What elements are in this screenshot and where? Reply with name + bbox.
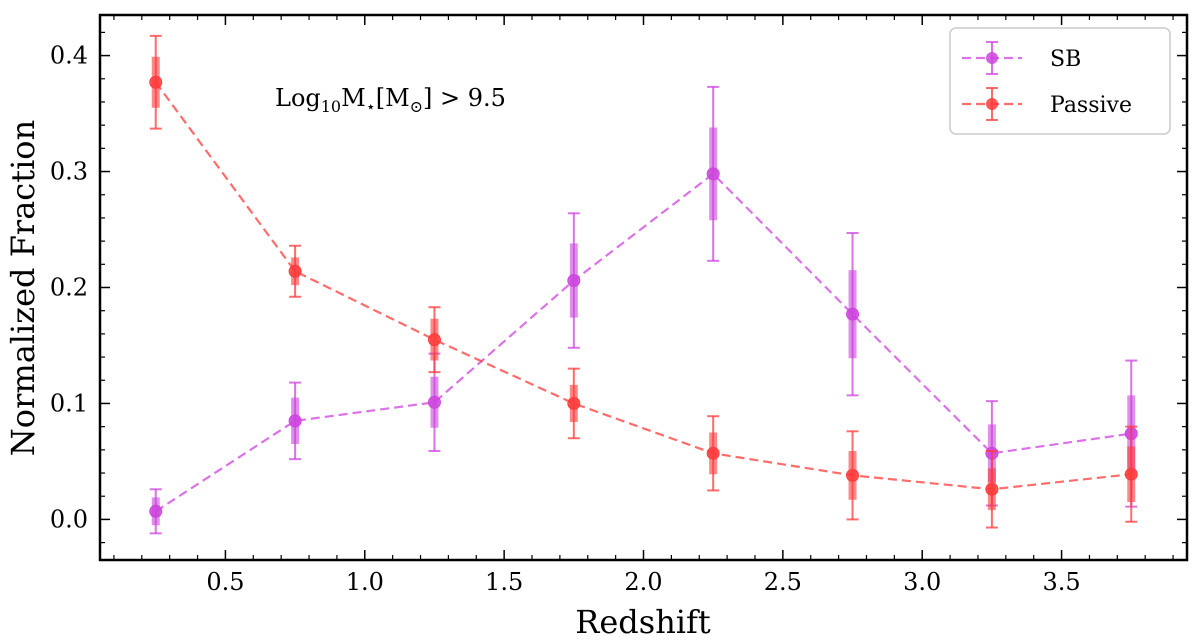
annotation-part: [M bbox=[376, 84, 410, 112]
annotation-part: 10 bbox=[321, 97, 341, 116]
y-tick-label: 0.2 bbox=[50, 274, 88, 302]
x-tick-label: 1.5 bbox=[485, 568, 523, 596]
annotation-part: M bbox=[341, 84, 366, 112]
annotation-part: ⊙ bbox=[410, 97, 423, 116]
x-tick-label: 3.5 bbox=[1042, 568, 1080, 596]
x-tick-label: 1.0 bbox=[346, 568, 384, 596]
y-tick-label: 0.0 bbox=[50, 505, 88, 533]
legend-label-passive: Passive bbox=[1050, 93, 1132, 118]
y-tick-label: 0.3 bbox=[50, 158, 88, 186]
plot-marks bbox=[149, 34, 1138, 535]
legend-item-passive: Passive bbox=[962, 87, 1132, 121]
series-passive bbox=[149, 34, 1138, 529]
data-point-sb bbox=[288, 414, 302, 428]
legend-marker-passive bbox=[986, 98, 998, 110]
y-tick-label: 0.1 bbox=[50, 389, 88, 417]
data-point-passive bbox=[427, 333, 441, 347]
data-point-passive bbox=[985, 482, 999, 496]
x-tick-label: 2.5 bbox=[764, 568, 802, 596]
x-tick-label: 2.0 bbox=[624, 568, 662, 596]
legend-items: SB Passive bbox=[962, 41, 1132, 121]
y-axis-title: Normalized Fraction bbox=[4, 120, 42, 456]
legend-marker-sb bbox=[986, 52, 998, 64]
data-point-passive bbox=[706, 446, 720, 460]
annotation-part: Log bbox=[275, 84, 321, 112]
data-point-passive bbox=[846, 468, 860, 482]
legend-box bbox=[949, 27, 1171, 135]
mass-cut-annotation: Log10M⋆[M⊙] > 9.5 bbox=[275, 84, 506, 116]
legend-label-sb: SB bbox=[1050, 47, 1081, 72]
plot-frame bbox=[98, 13, 1189, 562]
data-point-passive bbox=[1124, 467, 1138, 481]
y-tick-label: 0.4 bbox=[50, 42, 88, 70]
legend: SB Passive bbox=[949, 27, 1171, 135]
annotation-part: ] > 9.5 bbox=[423, 84, 506, 112]
data-point-sb bbox=[706, 167, 720, 181]
legend-item-sb: SB bbox=[962, 41, 1081, 75]
data-point-sb bbox=[149, 504, 163, 518]
data-point-passive bbox=[567, 396, 581, 410]
data-point-passive bbox=[288, 264, 302, 278]
series-line-sb bbox=[155, 172, 1132, 513]
data-point-sb bbox=[567, 274, 581, 288]
data-point-sb bbox=[846, 307, 860, 321]
annotation-part: ⋆ bbox=[366, 97, 376, 116]
data-point-sb bbox=[427, 395, 441, 409]
tick-labels: 0.5 1.0 1.5 2.0 2.5 3.0 3.5 0.0 0.1 0.2 0.3 0.4 bbox=[50, 42, 1081, 596]
x-axis-title: Redshift bbox=[575, 603, 711, 641]
data-point-passive bbox=[149, 75, 163, 89]
x-tick-label: 0.5 bbox=[206, 568, 244, 596]
x-tick-label: 3.0 bbox=[903, 568, 941, 596]
series-line-passive bbox=[154, 81, 1132, 491]
